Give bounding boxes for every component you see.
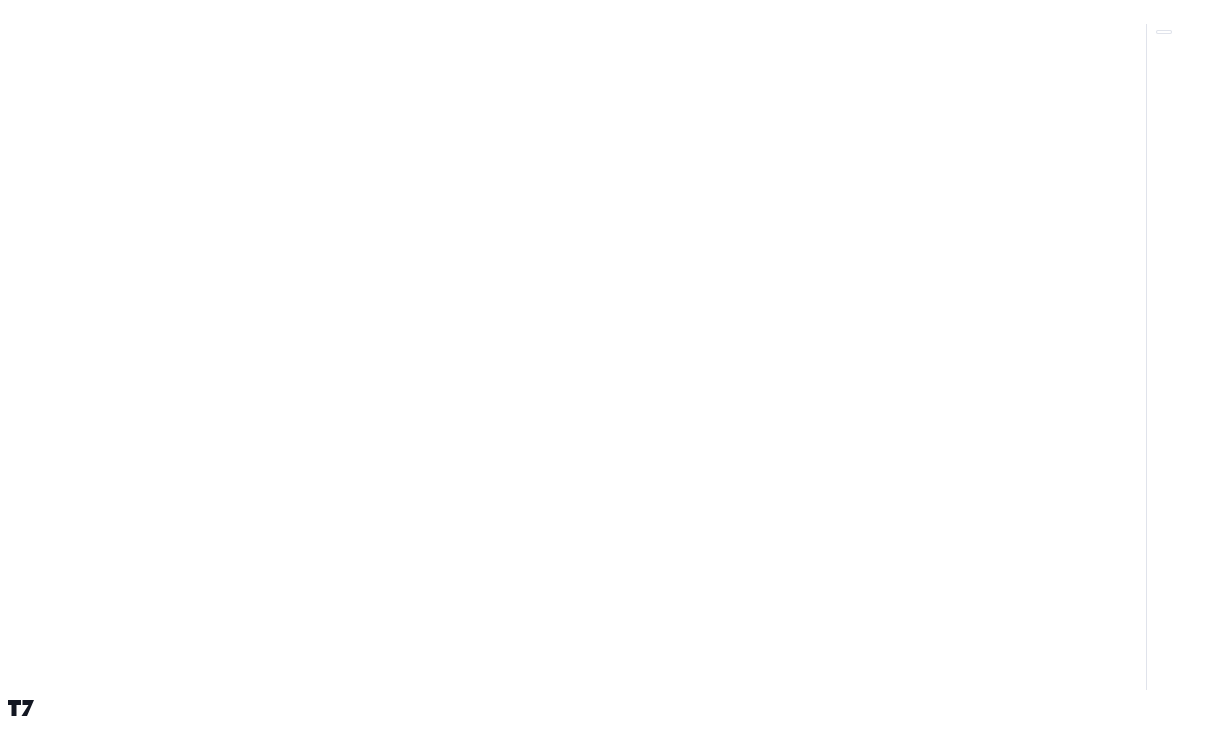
ema-legend	[10, 55, 28, 67]
macd-legend	[10, 592, 34, 604]
tradingview-logo-icon	[8, 700, 34, 716]
rsi-legend	[10, 506, 28, 518]
currency-label	[1156, 30, 1172, 34]
tradingview-footer	[8, 697, 42, 719]
symbol-legend	[10, 26, 28, 38]
price-axis[interactable]	[1146, 24, 1206, 690]
volume-legend	[10, 41, 22, 53]
